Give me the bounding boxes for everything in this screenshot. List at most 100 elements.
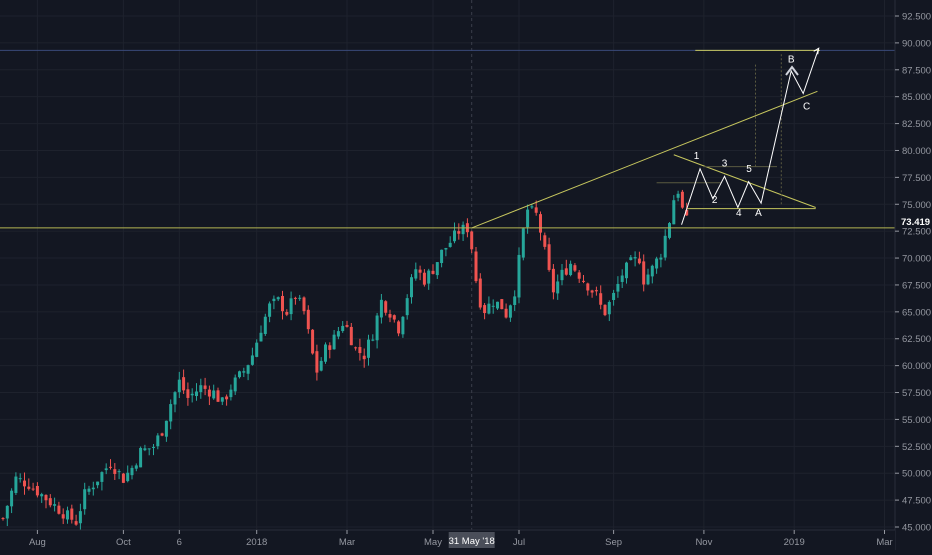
candle-body[interactable] [392, 315, 396, 320]
candle-body[interactable] [293, 297, 297, 299]
candle-body[interactable] [83, 489, 87, 510]
candle-body[interactable] [285, 311, 289, 315]
candle-body[interactable] [44, 494, 48, 501]
candle-body[interactable] [470, 231, 474, 250]
candle-body[interactable] [586, 283, 590, 291]
candle-body[interactable] [663, 235, 667, 258]
candle-body[interactable] [199, 385, 203, 393]
candle-body[interactable] [629, 257, 633, 261]
candle-body[interactable] [173, 392, 177, 405]
candle-body[interactable] [96, 481, 100, 486]
candle-body[interactable] [616, 283, 620, 292]
candle-body[interactable] [31, 488, 35, 490]
candle-body[interactable] [152, 446, 155, 448]
candle-body[interactable] [186, 389, 190, 398]
candle-body[interactable] [48, 498, 52, 506]
drawing-tools[interactable] [0, 47, 895, 229]
candle-body[interactable] [375, 315, 379, 341]
price-axis[interactable]: 45.000 47.500 50.000 52.500 55.000 57.500 60.0… [894, 0, 932, 550]
candle-body[interactable] [431, 270, 435, 274]
candle-body[interactable] [582, 280, 585, 282]
candle-body[interactable] [543, 235, 547, 247]
candle-body[interactable] [625, 262, 628, 279]
candle-body[interactable] [61, 514, 65, 519]
candle-body[interactable] [203, 385, 207, 389]
candle-body[interactable] [500, 299, 504, 310]
time-axis[interactable]: Aug Oct 6 2018 Mar May Jul Sep Nov 2019 Mar 31 May … [0, 529, 895, 550]
candle-body[interactable] [526, 209, 530, 228]
candle-body[interactable] [573, 265, 577, 271]
candle-body[interactable] [483, 305, 487, 314]
candle-body[interactable] [117, 471, 121, 473]
candle-body[interactable] [539, 214, 542, 233]
candle-body[interactable] [220, 397, 224, 402]
candle-body[interactable] [461, 224, 465, 235]
candle-body[interactable] [633, 257, 637, 259]
candle-body[interactable] [646, 274, 650, 285]
candle-body[interactable] [672, 200, 676, 225]
candle-body[interactable] [551, 268, 555, 293]
candle-body[interactable] [371, 339, 375, 341]
candle-body[interactable] [319, 360, 323, 371]
candle-body[interactable] [564, 268, 568, 275]
candle-body[interactable] [298, 297, 302, 299]
candle-body[interactable] [328, 345, 332, 350]
candle-body[interactable] [156, 435, 160, 447]
candle-body[interactable] [27, 486, 31, 489]
candle-body[interactable] [263, 316, 267, 334]
candle-body[interactable] [207, 389, 211, 397]
candle-body[interactable] [491, 305, 495, 307]
candle-body[interactable] [233, 377, 237, 392]
candle-body[interactable] [14, 476, 18, 493]
candle-body[interactable] [513, 296, 517, 305]
candle-body[interactable] [276, 297, 280, 300]
candle-body[interactable] [457, 231, 461, 234]
candle-body[interactable] [685, 209, 689, 216]
candle-body[interactable] [126, 472, 130, 482]
candle-body[interactable] [384, 301, 388, 313]
candle-body[interactable] [435, 262, 439, 276]
candle-body[interactable] [668, 223, 671, 238]
candle-body[interactable] [517, 254, 521, 298]
candle-body[interactable] [40, 494, 44, 497]
candle-body[interactable] [87, 488, 91, 492]
candle-body[interactable] [57, 505, 61, 514]
candle-body[interactable] [547, 244, 551, 270]
candle-body[interactable] [66, 510, 69, 520]
candle-body[interactable] [195, 391, 198, 397]
candle-body[interactable] [397, 321, 401, 334]
candle-body[interactable] [23, 480, 26, 487]
candle-body[interactable] [164, 420, 168, 437]
candle-body[interactable] [259, 332, 263, 342]
candle-body[interactable] [134, 465, 138, 469]
candle-body[interactable] [410, 277, 413, 298]
candle-body[interactable] [349, 326, 353, 346]
candle-body[interactable] [100, 472, 104, 482]
candle-body[interactable] [272, 298, 276, 302]
candle-body[interactable] [130, 467, 134, 476]
candle-body[interactable] [229, 389, 233, 398]
candle-body[interactable] [250, 355, 254, 365]
candle-body[interactable] [354, 347, 358, 349]
candle-body[interactable] [620, 275, 624, 282]
candle-body[interactable] [414, 269, 418, 279]
candle-body[interactable] [496, 301, 499, 309]
candle-body[interactable] [388, 314, 392, 318]
candle-body[interactable] [422, 272, 426, 285]
candle-body[interactable] [401, 316, 405, 335]
candle-body[interactable] [242, 371, 246, 373]
candle-body[interactable] [18, 478, 22, 480]
candle-body[interactable] [453, 230, 456, 242]
candle-body[interactable] [139, 447, 143, 468]
candle-body[interactable] [534, 207, 538, 213]
candle-body[interactable] [680, 191, 684, 208]
candle-body[interactable] [418, 269, 422, 273]
candle-body[interactable] [91, 487, 95, 490]
candle-body[interactable] [315, 351, 319, 373]
candle-body[interactable] [655, 258, 659, 269]
candle-body[interactable] [74, 521, 78, 525]
candle-body[interactable] [182, 377, 186, 391]
candle-body[interactable] [225, 396, 229, 400]
candle-body[interactable] [345, 325, 349, 327]
